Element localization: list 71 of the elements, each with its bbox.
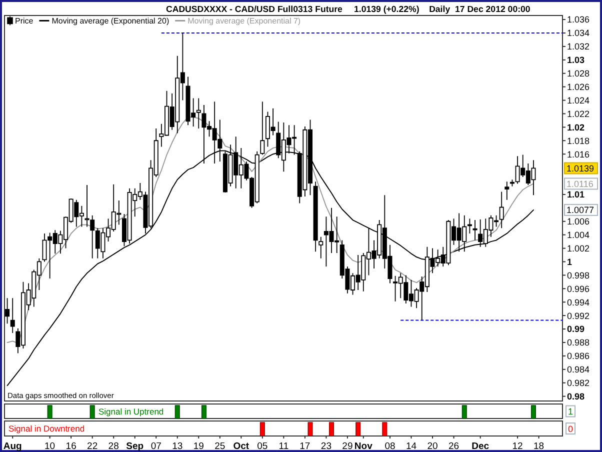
x-tick-label: 12 xyxy=(512,440,523,452)
y-tick-label: 1.0139 xyxy=(566,164,594,174)
y-tick-label: 0.994 xyxy=(567,297,590,308)
y-tick-label: 1.026 xyxy=(567,82,590,92)
x-tick-label: 11 xyxy=(278,440,289,452)
y-tick-label: 1.034 xyxy=(567,28,590,38)
x-tick-label: 10 xyxy=(44,440,56,452)
y-tick-label: 0.992 xyxy=(567,310,590,321)
x-tick-label: 23 xyxy=(320,440,332,452)
x-tick-label: 20 xyxy=(427,440,438,452)
candlestick xyxy=(499,191,504,229)
y-tick-label: 1.03 xyxy=(567,55,585,66)
y-tick-label: 1.0077 xyxy=(566,205,594,216)
x-tick-label: Aug xyxy=(3,440,22,452)
candlestick xyxy=(472,220,478,241)
y-tick-label: 1.004 xyxy=(567,230,590,240)
y-tick-label: 1 xyxy=(567,256,572,267)
x-tick-label: 17 xyxy=(300,440,310,452)
y-tick-label: 0.99 xyxy=(567,324,585,334)
legend-label: Moving average (Exponential 7) xyxy=(188,16,301,26)
x-tick-label: 26 xyxy=(448,440,460,452)
candlestick xyxy=(504,181,510,200)
y-tick-label: 0.998 xyxy=(567,270,590,280)
y-tick-label: 0.98 xyxy=(567,391,585,402)
y-tick-label: 1.02 xyxy=(567,122,585,132)
x-tick-label: 29 xyxy=(342,440,353,452)
x-tick-label: 05 xyxy=(257,440,268,452)
y-tick-label: 1.022 xyxy=(567,108,590,119)
x-tick-label: Sep xyxy=(126,440,144,452)
text: Signal in Downtrend xyxy=(8,424,85,434)
candlestick xyxy=(467,218,472,234)
x-tick-label: Dec xyxy=(472,440,490,452)
y-tick-label: 0.984 xyxy=(567,364,590,375)
x-tick-label: 13 xyxy=(172,440,183,452)
y-tick-label: 0.996 xyxy=(567,284,590,294)
x-tick-label: 18 xyxy=(534,440,544,452)
y-tick-label: 1.002 xyxy=(567,243,590,254)
candlestick xyxy=(318,236,324,259)
candlestick xyxy=(5,298,10,324)
x-tick-label: Nov xyxy=(354,440,374,452)
y-tick-label: 1.036 xyxy=(567,14,590,25)
chart-title: CADUSDXXXX - CAD/USD Full0313 Future xyxy=(166,4,343,14)
candlestick xyxy=(510,179,514,187)
y-tick-label: 0.986 xyxy=(567,351,590,362)
x-tick-label: Oct xyxy=(233,440,250,452)
x-tick-label: 22 xyxy=(87,440,98,452)
y-tick-label: 1.006 xyxy=(567,216,590,227)
series-label: Signal in Uptrend xyxy=(98,406,164,416)
x-tick-label: 25 xyxy=(214,440,226,452)
y-tick-label: 1.028 xyxy=(567,68,590,79)
y-tick-label: 1.016 xyxy=(567,149,590,160)
y-tick-label: 1.032 xyxy=(567,42,590,52)
y-tick-label: 0.982 xyxy=(567,378,590,388)
line-series xyxy=(6,116,534,344)
y-tick-label: 1.0116 xyxy=(566,178,594,189)
y-tick-label: 1.01 xyxy=(567,190,585,200)
candlestick xyxy=(10,298,15,334)
candlestick xyxy=(260,101,265,156)
x-tick-label: 08 xyxy=(384,440,396,452)
legend-label: Moving average (Exponential 20) xyxy=(52,16,170,26)
candlestick xyxy=(313,181,318,252)
y-tick-label: 1.024 xyxy=(567,95,590,106)
x-tick-label: 16 xyxy=(66,440,76,452)
y-tick-label: 0.988 xyxy=(567,338,590,348)
legend-label: Price xyxy=(15,16,34,26)
x-tick-label: 28 xyxy=(108,440,119,452)
y-tick-label: 1.018 xyxy=(567,136,590,146)
x-tick-label: 19 xyxy=(193,440,204,452)
x-tick-label: 14 xyxy=(406,440,417,452)
x-tick-label: 07 xyxy=(150,440,162,452)
chart-subtitle: 1.0139 (+0.22%) Daily 17 Dec 2012 00:00 xyxy=(354,4,530,14)
